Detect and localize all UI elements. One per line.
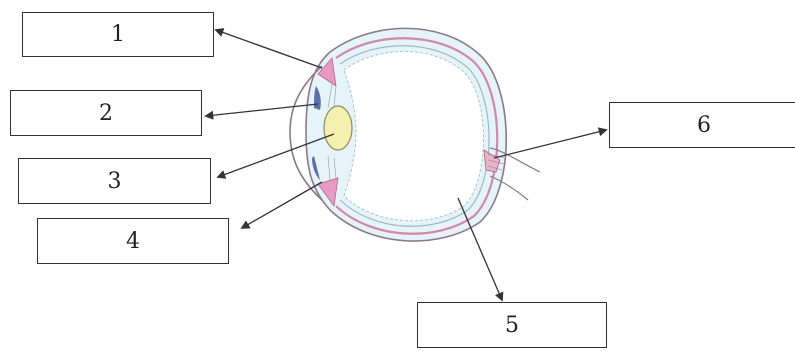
arrow-2 [204,103,319,120]
arrow-5 [457,197,504,302]
label-text-3: 3 [107,168,122,194]
cornea [289,65,323,201]
optic-nerve [483,147,541,201]
zonular-fibres [327,83,337,181]
arrow-1 [214,28,323,69]
retina-line [339,45,490,227]
iris-bottom [312,156,320,180]
ciliary-body-top [317,57,337,87]
ciliary-body-bottom [317,177,339,208]
label-text-5: 5 [505,312,519,338]
label-text-2: 2 [99,100,113,126]
label-text-1: 1 [111,22,125,47]
label-text-6: 6 [697,112,711,138]
choroid-layer [335,37,499,235]
label-text-4: 4 [126,228,140,254]
label-box-3[interactable]: 3 [18,158,211,204]
lens [323,105,353,151]
arrow-4 [240,181,323,229]
label-box-1[interactable]: 1 [22,12,214,57]
label-box-6[interactable]: 6 [609,102,795,148]
arrow-3 [216,133,335,179]
label-box-4[interactable]: 4 [37,218,229,264]
label-box-5[interactable]: 5 [417,302,607,348]
arrow-6 [493,127,608,159]
vitreous-body [343,51,484,222]
label-box-2[interactable]: 2 [10,90,202,136]
